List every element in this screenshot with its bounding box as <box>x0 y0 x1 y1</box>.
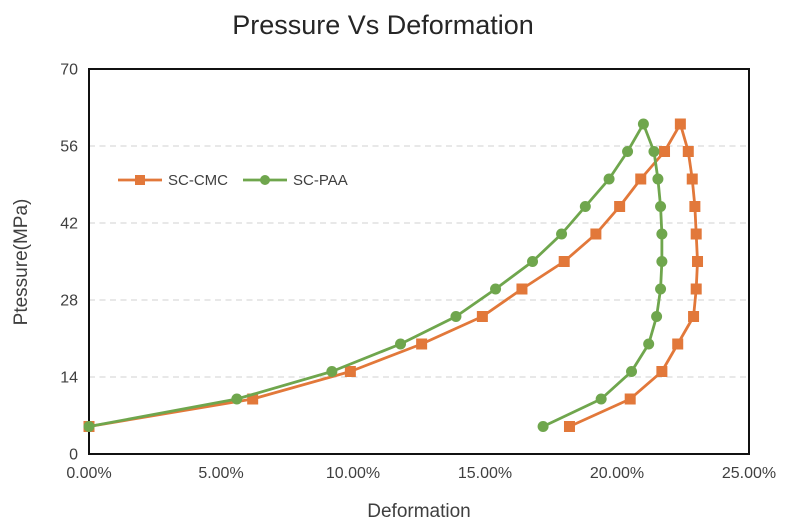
data-point-circle <box>579 201 591 212</box>
data-point-circle <box>537 421 549 432</box>
data-point-circle <box>643 338 655 350</box>
data-point-square <box>674 118 686 130</box>
data-point-circle <box>527 256 539 267</box>
y-tick-label: 0 <box>69 447 78 464</box>
data-point-circle <box>648 146 660 157</box>
data-point-square <box>516 283 528 295</box>
x-tick-label: 0.00% <box>66 465 111 482</box>
data-point-square <box>590 228 602 240</box>
data-point-circle <box>651 311 663 322</box>
data-point-circle <box>626 366 638 377</box>
data-point-circle <box>595 393 607 405</box>
y-tick-label: 28 <box>60 293 78 310</box>
data-point-square <box>686 173 698 185</box>
data-point-square <box>416 338 428 350</box>
data-point-circle <box>490 283 502 295</box>
data-point-square <box>690 283 702 295</box>
x-tick-label: 25.00% <box>722 465 776 482</box>
data-point-square <box>635 173 647 185</box>
data-point-square <box>563 421 575 432</box>
data-point-square <box>688 311 700 322</box>
legend: SC-CMC SC-PAA <box>118 172 348 189</box>
plot-border <box>88 68 750 455</box>
data-point-square <box>247 393 259 405</box>
y-tick-label: 70 <box>60 62 78 79</box>
legend-item-sc-paa: SC-PAA <box>243 172 348 189</box>
data-point-circle <box>326 366 338 377</box>
data-point-circle <box>450 311 462 322</box>
series-sc-paa <box>83 118 668 432</box>
data-point-square <box>476 311 488 322</box>
y-axis-title: Ptessure(MPa) <box>11 199 32 326</box>
series-group <box>83 118 704 432</box>
legend-label: SC-CMC <box>168 172 228 189</box>
data-point-square <box>682 146 694 157</box>
data-point-circle <box>603 173 615 185</box>
x-tick-label: 5.00% <box>198 465 243 482</box>
legend-label: SC-PAA <box>293 172 348 189</box>
data-point-square <box>692 256 704 267</box>
y-tick-label: 42 <box>60 216 78 233</box>
x-axis-tick-labels: 0.00% 5.00% 10.00% 15.00% 20.00% 25.00% <box>66 465 776 482</box>
data-point-square <box>624 393 636 405</box>
data-point-circle <box>652 173 664 185</box>
data-point-square <box>656 366 668 377</box>
legend-marker-square <box>135 175 145 185</box>
chart-title: Pressure Vs Deformation <box>232 10 534 40</box>
series-sc-cmc <box>83 118 704 432</box>
data-point-circle <box>83 421 95 432</box>
x-tick-label: 15.00% <box>458 465 512 482</box>
data-point-square <box>614 201 626 212</box>
data-point-square <box>689 201 701 212</box>
data-point-square <box>690 228 702 240</box>
data-point-square <box>672 338 684 350</box>
x-axis-title: Deformation <box>367 501 471 522</box>
x-tick-label: 10.00% <box>326 465 380 482</box>
data-point-circle <box>395 338 407 350</box>
data-point-circle <box>655 283 667 295</box>
x-tick-label: 20.00% <box>590 465 644 482</box>
data-point-square <box>344 366 356 377</box>
data-point-circle <box>622 146 634 157</box>
legend-item-sc-cmc: SC-CMC <box>118 172 228 189</box>
data-point-circle <box>231 393 243 405</box>
data-point-circle <box>655 201 667 212</box>
data-point-circle <box>637 118 649 130</box>
data-point-square <box>659 146 671 157</box>
data-point-square <box>558 256 570 267</box>
y-axis-tick-labels: 0 14 28 42 56 70 <box>60 62 78 464</box>
data-point-circle <box>556 228 568 240</box>
y-tick-label: 14 <box>60 370 78 387</box>
legend-marker-circle <box>260 175 270 185</box>
data-point-circle <box>656 228 668 240</box>
data-point-circle <box>656 256 668 267</box>
y-tick-label: 56 <box>60 139 78 156</box>
